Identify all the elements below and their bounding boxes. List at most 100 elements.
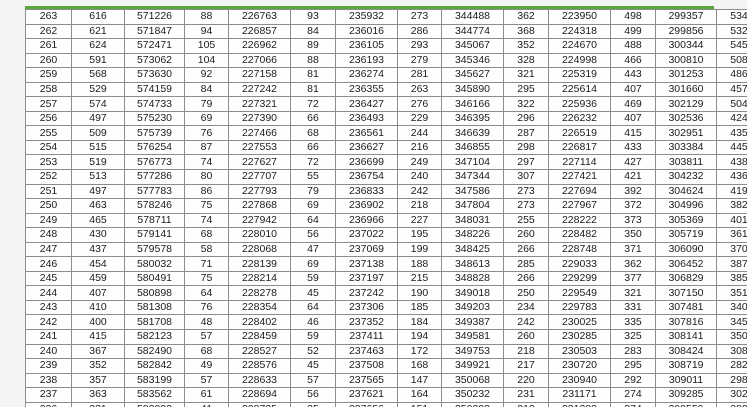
- table-cell: 254: [25, 139, 72, 156]
- table-cell: 580898: [124, 285, 185, 301]
- table-cell: 335: [610, 314, 656, 331]
- table-cell: 184: [397, 314, 442, 331]
- table-cell: 226763: [228, 9, 291, 25]
- table-cell: 299357: [655, 9, 717, 25]
- table-cell: 346166: [441, 96, 504, 112]
- table-cell: 348425: [441, 241, 504, 258]
- table-cell: 280: [716, 401, 747, 407]
- table-row: 249 465 578711 74 227942 64 236966 227 348031 255…: [25, 212, 747, 229]
- table-cell: 41: [184, 401, 229, 407]
- table-row: 256 497 575230 69 227390 66 236493 229 346395 296…: [25, 110, 747, 127]
- table-cell: 308141: [655, 329, 717, 345]
- table-cell: 237: [25, 387, 72, 403]
- table-cell: 266: [503, 270, 549, 287]
- table-cell: 81: [290, 81, 336, 98]
- table-cell: 259: [25, 67, 72, 83]
- table-cell: 236: [25, 401, 72, 407]
- table-cell: 236016: [335, 23, 398, 40]
- table-cell: 56: [290, 227, 336, 243]
- table-cell: 188: [397, 256, 442, 272]
- table-cell: 231: [503, 387, 549, 403]
- table-cell: 230940: [548, 372, 611, 389]
- table-cell: 368: [503, 23, 549, 40]
- table-cell: 300344: [655, 38, 717, 54]
- table-cell: 580032: [124, 256, 185, 272]
- table-cell: 230025: [548, 314, 611, 331]
- table-cell: 387: [716, 256, 747, 272]
- table-cell: 147: [397, 372, 442, 389]
- table-cell: 75: [184, 198, 229, 214]
- table-cell: 581708: [124, 314, 185, 331]
- table-cell: 349921: [441, 358, 504, 374]
- table-cell: 87: [184, 139, 229, 156]
- table-cell: 321: [503, 67, 549, 83]
- table-cell: 509: [71, 125, 125, 141]
- table-cell: 236561: [335, 125, 398, 141]
- table-cell: 79: [290, 183, 336, 200]
- table-cell: 582490: [124, 343, 185, 360]
- table-cell: 224998: [548, 52, 611, 69]
- table-cell: 228354: [228, 299, 291, 316]
- table-cell: 352: [71, 358, 125, 374]
- table-cell: 225319: [548, 67, 611, 83]
- table-cell: 309011: [655, 372, 717, 389]
- table-cell: 350: [610, 227, 656, 243]
- table-cell: 574733: [124, 96, 185, 112]
- table-cell: 66: [290, 110, 336, 127]
- table-cell: 328: [503, 52, 549, 69]
- table-cell: 76: [184, 299, 229, 316]
- table-cell: 231383: [548, 401, 611, 407]
- table-row: 238 357 583199 57 228633 57 237565 147 350068 220…: [25, 372, 747, 389]
- table-cell: 84: [290, 23, 336, 40]
- table-cell: 48: [184, 314, 229, 331]
- table-cell: 457: [716, 81, 747, 98]
- table-cell: 218: [503, 343, 549, 360]
- table-cell: 93: [290, 9, 336, 25]
- table-cell: 465: [71, 212, 125, 229]
- table-cell: 35: [290, 401, 336, 407]
- table-cell: 293: [397, 38, 442, 54]
- table-cell: 227553: [228, 139, 291, 156]
- table-cell: 47: [290, 241, 336, 258]
- table-cell: 236493: [335, 110, 398, 127]
- table-cell: 349387: [441, 314, 504, 331]
- table-cell: 104: [184, 52, 229, 69]
- table-cell: 363: [71, 387, 125, 403]
- table-cell: 227868: [228, 198, 291, 214]
- table-row: 254 515 576254 87 227553 66 236627 216 346855 298…: [25, 139, 747, 156]
- table-cell: 349018: [441, 285, 504, 301]
- table-cell: 218: [397, 198, 442, 214]
- table-cell: 304232: [655, 169, 717, 185]
- table-cell: 237306: [335, 299, 398, 316]
- table-cell: 372: [610, 198, 656, 214]
- table-cell: 488: [610, 38, 656, 54]
- table-cell: 498: [610, 9, 656, 25]
- table-cell: 57: [290, 372, 336, 389]
- table-cell: 76: [184, 125, 229, 141]
- table-cell: 243: [25, 299, 72, 316]
- table-cell: 226817: [548, 139, 611, 156]
- table-cell: 172: [397, 343, 442, 360]
- table-cell: 227967: [548, 198, 611, 214]
- table-cell: 84: [184, 81, 229, 98]
- table-cell: 251: [25, 183, 72, 200]
- table-cell: 256: [25, 110, 72, 127]
- table-cell: 571226: [124, 9, 185, 25]
- table-cell: 274: [610, 401, 656, 407]
- table-cell: 578246: [124, 198, 185, 214]
- table-cell: 273: [397, 9, 442, 25]
- score-table-container: 263 616 571226 88 226763 93 235932 273 344488 362…: [25, 6, 747, 407]
- table-cell: 347804: [441, 198, 504, 214]
- table-cell: 309285: [655, 387, 717, 403]
- table-cell: 228068: [228, 241, 291, 258]
- table-cell: 227793: [228, 183, 291, 200]
- table-cell: 234: [503, 299, 549, 316]
- table-cell: 45: [290, 285, 336, 301]
- table-cell: 348828: [441, 270, 504, 287]
- table-row: 250 463 578246 75 227868 69 236902 218 347804 273…: [25, 198, 747, 214]
- table-cell: 262: [25, 23, 72, 40]
- table-cell: 228735: [228, 401, 291, 407]
- table-cell: 591: [71, 52, 125, 69]
- table-cell: 349581: [441, 329, 504, 345]
- table-cell: 250: [25, 198, 72, 214]
